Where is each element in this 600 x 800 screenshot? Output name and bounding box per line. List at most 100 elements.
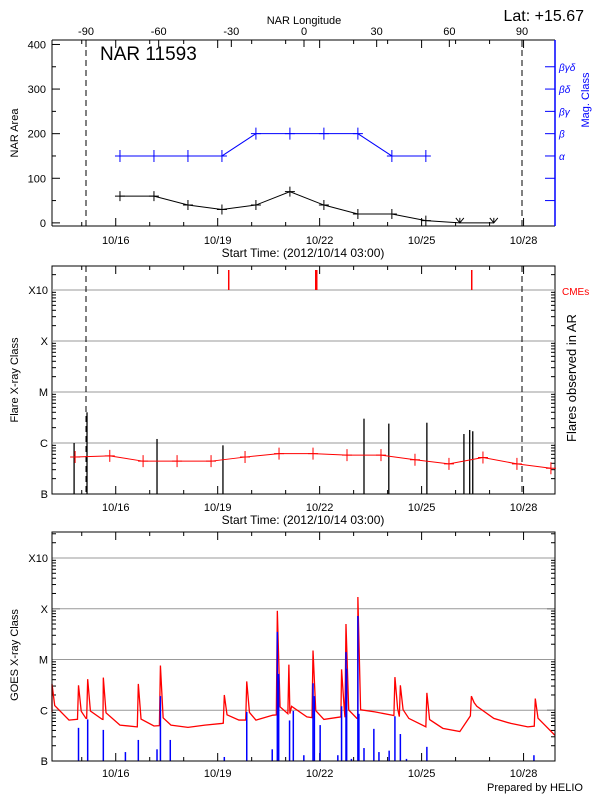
x-tick-label-p1: 10/22 bbox=[306, 235, 334, 247]
y-tick-label: 200 bbox=[28, 129, 46, 141]
y-tick-label: 100 bbox=[28, 173, 46, 185]
flare-trend-point bbox=[511, 457, 522, 470]
x-tick-label-p3: 10/16 bbox=[102, 768, 130, 780]
credit-label: Prepared by HELIO bbox=[487, 782, 583, 794]
panel1-title: NAR 11593 bbox=[100, 44, 197, 65]
flare-trend-point bbox=[375, 449, 386, 462]
x-tick-label-p3: 10/19 bbox=[204, 768, 232, 780]
mag-class-point bbox=[318, 127, 329, 140]
x-tick-label-p2: 10/28 bbox=[510, 502, 538, 514]
x-tick-label-p1: 10/25 bbox=[408, 235, 436, 247]
flare-trend-point bbox=[172, 455, 183, 468]
plot-frame bbox=[51, 265, 556, 495]
panel-flares: B C M X X10 10/16 10/19 10/22 10/25 10/28 bbox=[28, 265, 556, 514]
flare-trend-point bbox=[545, 462, 556, 475]
plot-frame bbox=[51, 531, 556, 762]
area-point bbox=[420, 215, 431, 226]
mag-class-point bbox=[148, 149, 159, 162]
mag-class-tick-label: βδ bbox=[558, 85, 571, 96]
flare-trend-point bbox=[138, 455, 149, 468]
panel2-xlabel: Start Time: (2012/10/14 03:00) bbox=[222, 513, 385, 527]
area-point bbox=[250, 200, 261, 211]
x-tick-label-p1: 10/28 bbox=[510, 235, 538, 247]
panel-nar-area: 0 100 200 300 400 -90 -60 -30 0 30 60 90 10/16 10/19 1… bbox=[28, 26, 576, 247]
y-tick-label: M bbox=[39, 387, 48, 399]
area-point bbox=[216, 204, 227, 215]
mag-class-tick-label: β bbox=[558, 130, 565, 141]
y-tick-label: X bbox=[41, 336, 49, 348]
area-point bbox=[318, 200, 329, 211]
latitude-label: Lat: +15.67 bbox=[503, 8, 584, 25]
flare-trend-point bbox=[308, 447, 319, 460]
flare-trend-point bbox=[206, 455, 217, 468]
area-point bbox=[284, 186, 295, 197]
mag-class-point bbox=[352, 127, 363, 140]
longitude-tick-label: -90 bbox=[78, 26, 94, 38]
panel1-ylabel: NAR Area bbox=[9, 108, 21, 158]
y-tick-label: X10 bbox=[28, 285, 48, 297]
cme-label: CMEs bbox=[562, 287, 589, 298]
flare-trend-point bbox=[477, 451, 488, 464]
flare-trend-point bbox=[342, 449, 353, 462]
y-tick-label: 300 bbox=[28, 84, 46, 96]
x-tick-label-p1: 10/16 bbox=[102, 235, 130, 247]
y-tick-label: 400 bbox=[28, 39, 46, 51]
x-tick-label-p2: 10/22 bbox=[306, 502, 334, 514]
y-tick-label: B bbox=[41, 756, 48, 768]
mag-class-point bbox=[386, 149, 397, 162]
x-tick-label-p1: 10/19 bbox=[204, 235, 232, 247]
x-tick-label-p2: 10/16 bbox=[102, 502, 130, 514]
area-point bbox=[148, 191, 159, 202]
longitude-tick-label: 60 bbox=[443, 26, 455, 38]
x-tick-label-p3: 10/25 bbox=[408, 768, 436, 780]
longitude-tick-label: 30 bbox=[371, 26, 383, 38]
y-tick-label: B bbox=[41, 489, 48, 501]
mag-class-point bbox=[114, 149, 125, 162]
mag-class-point bbox=[216, 149, 227, 162]
longitude-tick-label: -30 bbox=[223, 26, 239, 38]
longitude-tick-label: 0 bbox=[301, 26, 307, 38]
mag-class-tick-label: α bbox=[559, 152, 565, 163]
panel1-y2label: Mag. Class bbox=[580, 72, 592, 128]
mag-class-point bbox=[182, 149, 193, 162]
panel1-xlabel: Start Time: (2012/10/14 03:00) bbox=[222, 246, 385, 260]
panel-goes: B C M X X10 10/16 10/19 10/22 10/25 10/28 bbox=[28, 531, 556, 780]
flare-trend-point bbox=[409, 453, 420, 466]
mag-class-tick-label: βγ bbox=[558, 107, 571, 118]
y-tick-label: X bbox=[41, 604, 49, 616]
x-tick-label-p3: 10/22 bbox=[306, 768, 334, 780]
area-point bbox=[114, 191, 125, 202]
flare-trend-point bbox=[443, 457, 454, 470]
area-series-line bbox=[119, 191, 494, 224]
flare-trend-point bbox=[70, 451, 81, 464]
area-upper-limit-marker bbox=[489, 217, 499, 224]
mag-class-series-line bbox=[119, 133, 426, 157]
longitude-tick-label: -60 bbox=[151, 26, 167, 38]
flare-trend-point bbox=[104, 449, 115, 462]
area-point bbox=[352, 208, 363, 219]
longitude-tick-label: 90 bbox=[516, 26, 528, 38]
top-axis-title: NAR Longitude bbox=[267, 15, 342, 27]
mag-class-point bbox=[250, 127, 261, 140]
y-tick-label: M bbox=[39, 655, 48, 667]
flare-trend-point bbox=[274, 447, 285, 460]
x-tick-label-p2: 10/19 bbox=[204, 502, 232, 514]
y-tick-label: C bbox=[40, 438, 48, 450]
x-tick-label-p3: 10/28 bbox=[510, 768, 538, 780]
area-point bbox=[386, 208, 397, 219]
y-tick-label: C bbox=[40, 705, 48, 717]
panel2-ylabel: Flare X-ray Class bbox=[9, 337, 21, 422]
goes-long-channel-line bbox=[51, 597, 556, 736]
mag-class-point bbox=[420, 149, 431, 162]
area-point bbox=[182, 200, 193, 211]
panel3-ylabel: GOES X-ray Class bbox=[9, 609, 21, 701]
panel2-y2label: Flares observed in AR bbox=[564, 314, 579, 442]
area-upper-limit-marker bbox=[455, 217, 465, 224]
y-tick-label: 0 bbox=[40, 218, 46, 230]
mag-class-tick-label: βγδ bbox=[558, 63, 576, 74]
mag-class-point bbox=[284, 127, 295, 140]
y-tick-label: X10 bbox=[28, 553, 48, 565]
x-tick-label-p2: 10/25 bbox=[408, 502, 436, 514]
flare-trend-point bbox=[240, 451, 251, 464]
